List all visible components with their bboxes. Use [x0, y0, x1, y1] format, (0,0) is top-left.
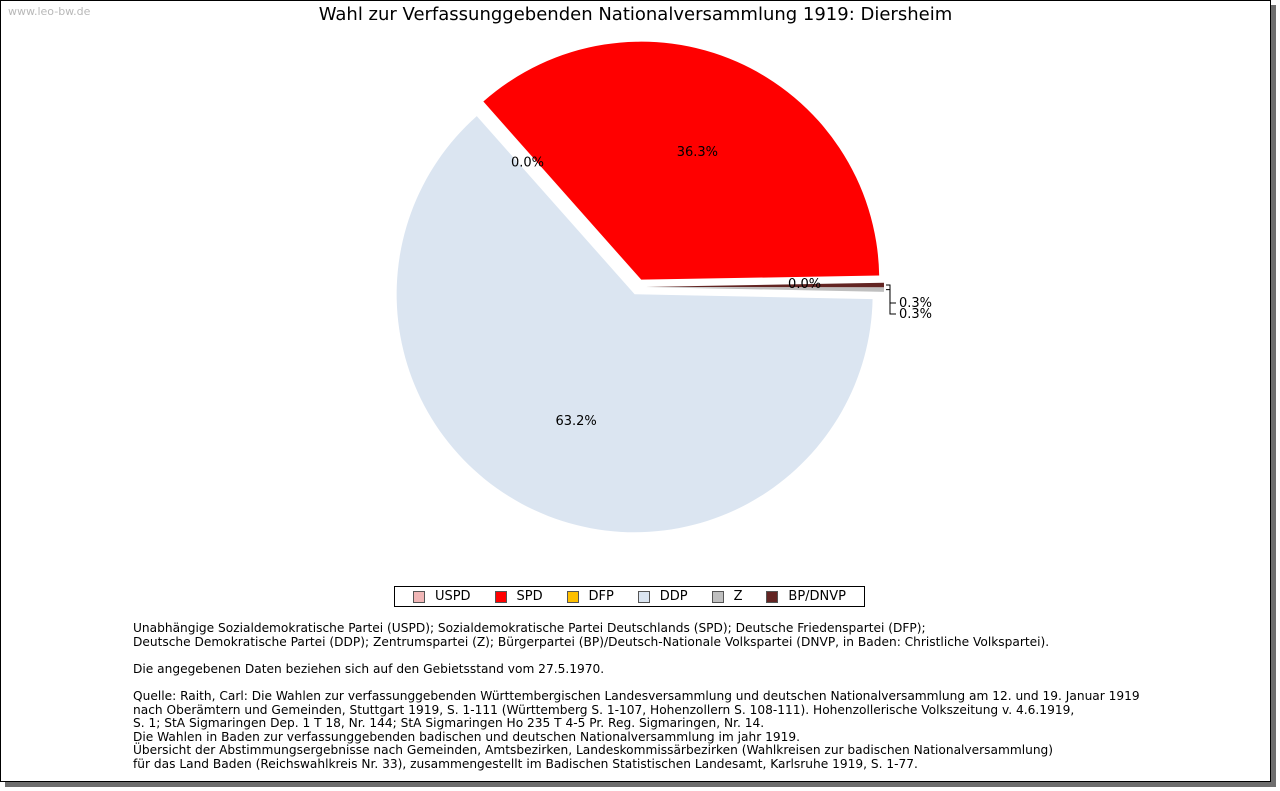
pie-slice-spd [483, 41, 880, 280]
legend: USPD SPD DFP DDP Z BP/DNVP [394, 586, 865, 607]
leader-line-z [885, 289, 896, 304]
legend-label-dfp: DFP [588, 589, 614, 604]
slice-label-ddp: 63.2% [555, 414, 596, 429]
legend-swatch-z [711, 590, 724, 603]
legend-label-spd: SPD [516, 589, 543, 604]
note-line: S. 1; StA Sigmaringen Dep. 1 T 18, Nr. 1… [133, 716, 765, 731]
leader-line-bp-dnvp [885, 284, 896, 315]
legend-label-ddp: DDP [659, 589, 688, 604]
pie-chart: 0.0% 36.3% 0.0% 63.2% 0.3%0.3% [396, 41, 932, 533]
note-line: Unabhängige Sozialdemokratische Partei (… [133, 621, 926, 635]
legend-item-z: Z [711, 589, 743, 604]
legend-label-bp-dnvp: BP/DNVP [788, 589, 847, 604]
slice-label-dfp: 0.0% [511, 155, 544, 170]
legend-swatch-bp-dnvp [766, 590, 779, 603]
legend-item-ddp: DDP [637, 589, 688, 604]
legend-swatch-dfp [566, 590, 579, 603]
legend-label-z: Z [733, 589, 743, 604]
pie-slice-z [645, 287, 884, 292]
legend-item-spd: SPD [494, 589, 543, 604]
note-line: für das Land Baden (Reichswahlkreis Nr. … [133, 756, 918, 771]
slice-label-uspd: 0.0% [788, 277, 821, 292]
slice-label-bp-dnvp: 0.3% [899, 307, 932, 322]
note-line: Die Wahlen in Baden zur verfassunggebend… [133, 729, 800, 744]
legend-item-dfp: DFP [566, 589, 614, 604]
note-line: Deutsche Demokratische Partei (DDP); Zen… [133, 634, 1050, 649]
note-line: Übersicht der Abstimmungsergebnisse nach… [133, 743, 1054, 758]
pie-slice-ddp [396, 116, 873, 533]
legend-swatch-ddp [637, 590, 650, 603]
legend-swatch-uspd [412, 590, 425, 603]
note-line: Die angegebenen Daten beziehen sich auf … [133, 661, 605, 676]
slice-label-spd: 36.3% [677, 145, 718, 160]
legend-item-uspd: USPD [412, 589, 471, 604]
legend-item-bp-dnvp: BP/DNVP [766, 589, 846, 604]
notes: Unabhängige Sozialdemokratische Partei (… [133, 621, 1243, 772]
note-line: Quelle: Raith, Carl: Die Wahlen zur verf… [133, 688, 1140, 703]
watermark: www.leo-bw.de [8, 5, 91, 18]
slice-label-z: 0.3% [899, 296, 932, 311]
note-line: nach Oberämtern und Gemeinden, Stuttgart… [133, 702, 1075, 717]
pie-slice-bp-dnvp [645, 282, 884, 288]
legend-label-uspd: USPD [434, 589, 471, 604]
chart-title: Wahl zur Verfassunggebenden Nationalvers… [318, 4, 953, 25]
legend-swatch-spd [494, 590, 507, 603]
